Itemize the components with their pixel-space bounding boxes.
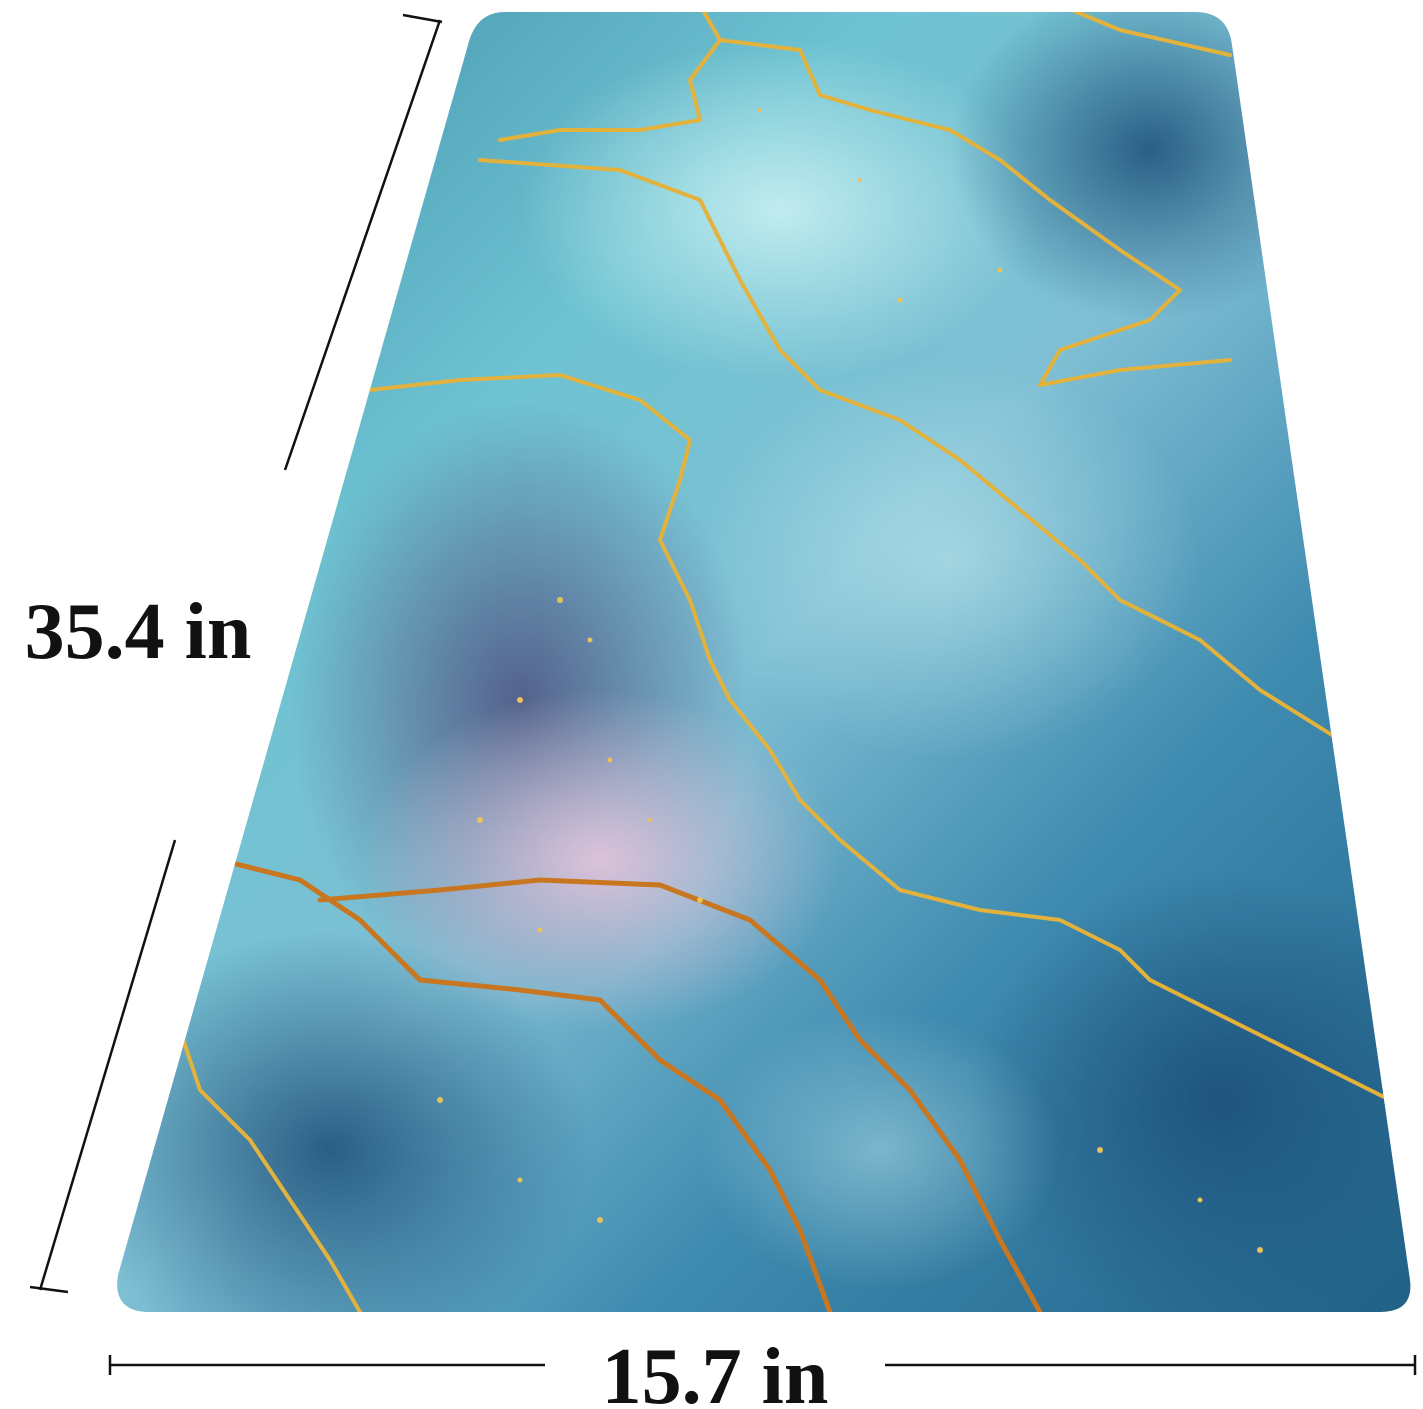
gold-vein [718, 38, 1232, 387]
height-label: 35.4 in [25, 588, 252, 676]
marble-patch [117, 930, 590, 1312]
marble-patch [970, 870, 1411, 1312]
height-dimension-line [283, 19, 442, 471]
gold-vein [1058, 12, 1232, 57]
marble-patch [360, 690, 840, 1030]
height-dimension-line [38, 839, 177, 1291]
gold-vein [217, 857, 833, 1312]
rug [117, 12, 1411, 1312]
dimension-end-tick [402, 13, 443, 24]
gold-vein [478, 158, 1342, 742]
marble-patch [700, 1010, 1060, 1290]
gold-vein [178, 1028, 362, 1312]
gold-speckles [437, 108, 1263, 1253]
width-label: 15.7 in [602, 1333, 829, 1409]
dimension-end-tick [29, 1285, 69, 1294]
gold-vein [368, 373, 1411, 1112]
marble-patch [520, 40, 1040, 380]
marble-patch [700, 360, 1200, 760]
gold-vein [317, 877, 1043, 1312]
